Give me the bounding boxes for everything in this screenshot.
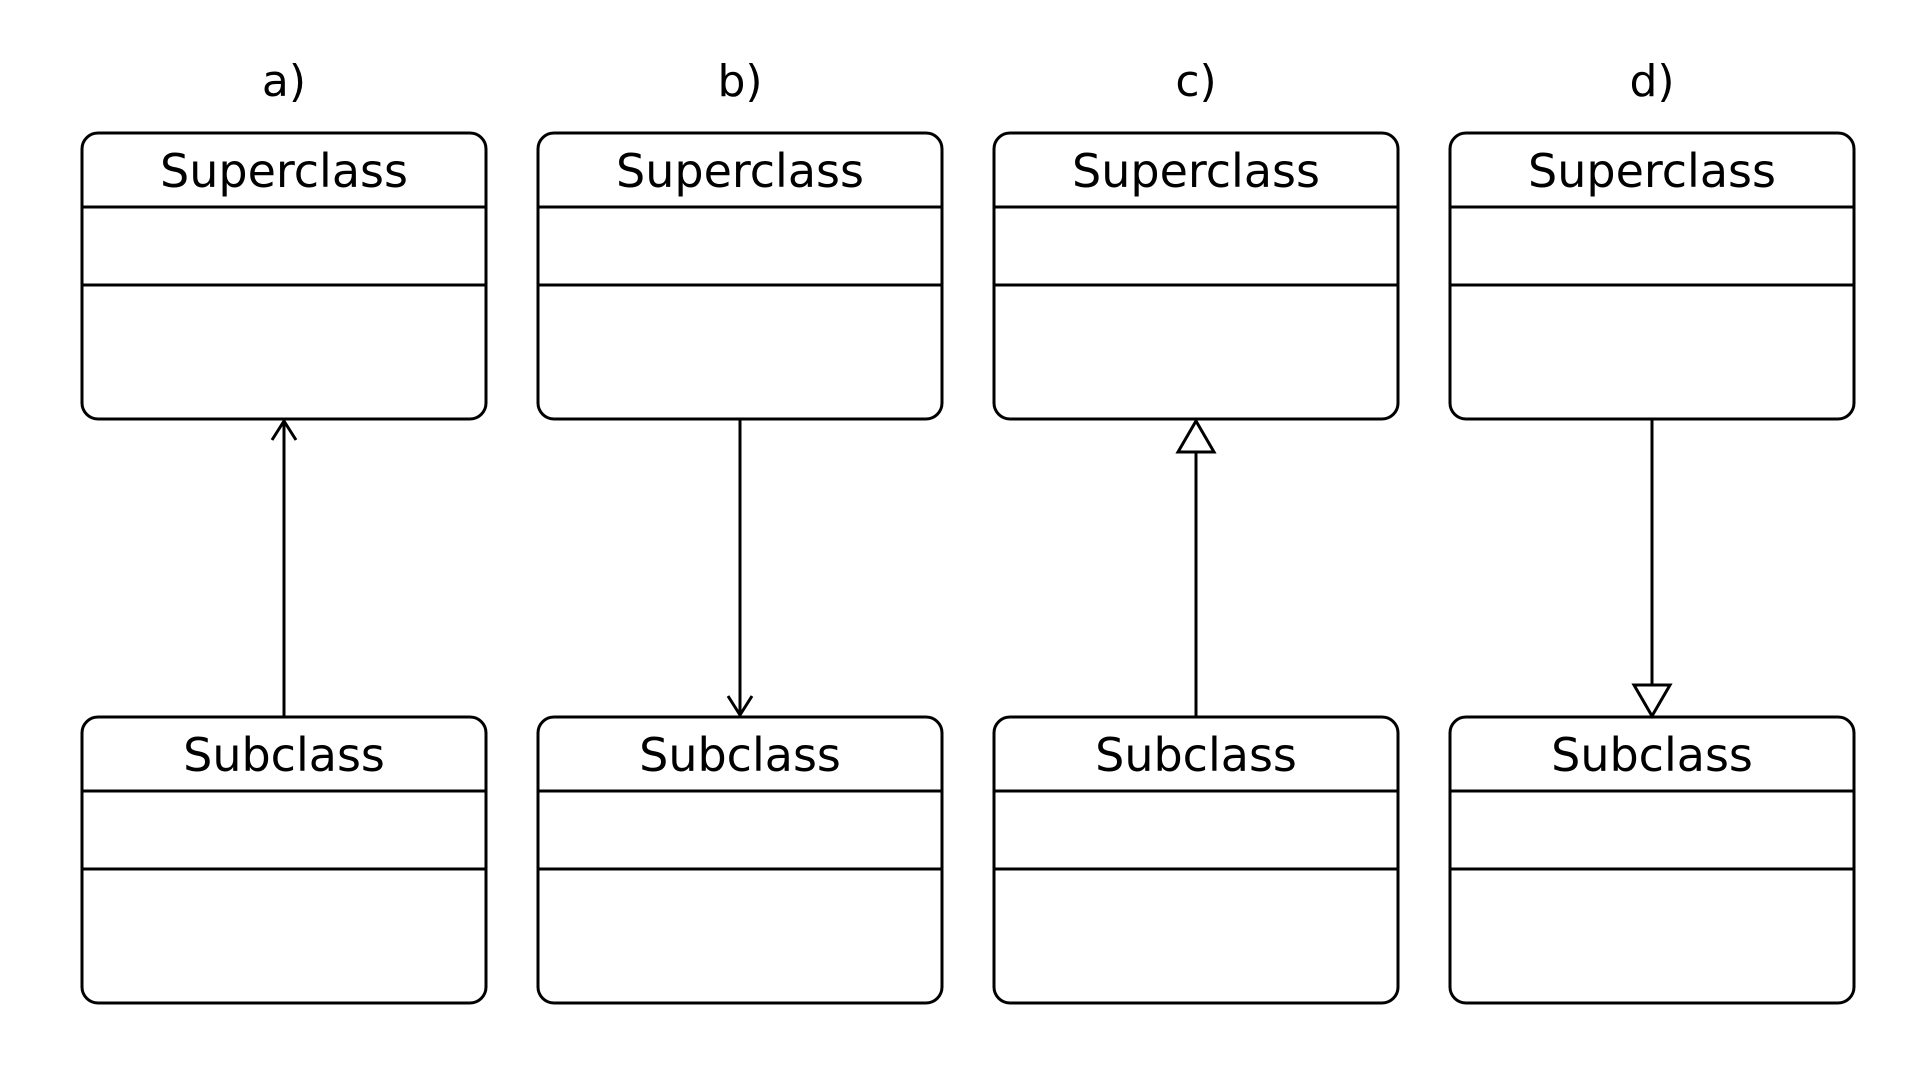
panel-b: b) Superclass Subclass [536, 56, 944, 1005]
open-arrowhead-icon [270, 418, 298, 441]
superclass-box: Superclass [1448, 131, 1856, 421]
relationship-arrow [1175, 418, 1217, 717]
superclass-name: Superclass [1528, 144, 1776, 198]
panel-a: a) Superclass Subclass [80, 56, 488, 1005]
hollow-triangle-arrowhead-icon [1631, 683, 1673, 719]
superclass-name: Superclass [616, 144, 864, 198]
relationship-arrow [270, 418, 298, 717]
panel-label: b) [717, 56, 762, 107]
subclass-box: Subclass [1448, 715, 1856, 1005]
subclass-name: Subclass [1551, 728, 1753, 782]
panel-label: a) [262, 56, 306, 107]
panel-label: c) [1175, 56, 1216, 107]
panel-c: c) Superclass Subclass [992, 56, 1400, 1005]
superclass-box: Superclass [992, 131, 1400, 421]
subclass-box: Subclass [80, 715, 488, 1005]
subclass-name: Subclass [1095, 728, 1297, 782]
subclass-box: Subclass [536, 715, 944, 1005]
superclass-box: Superclass [80, 131, 488, 421]
superclass-box: Superclass [536, 131, 944, 421]
relationship-arrow [1631, 419, 1673, 719]
subclass-box: Subclass [992, 715, 1400, 1005]
subclass-name: Subclass [183, 728, 385, 782]
open-arrowhead-icon [726, 695, 754, 718]
subclass-name: Subclass [639, 728, 841, 782]
hollow-triangle-arrowhead-icon [1175, 418, 1217, 454]
panel-label: d) [1629, 56, 1674, 107]
panel-d: d) Superclass Subclass [1448, 56, 1856, 1005]
superclass-name: Superclass [160, 144, 408, 198]
relationship-arrow [726, 419, 754, 718]
superclass-name: Superclass [1072, 144, 1320, 198]
